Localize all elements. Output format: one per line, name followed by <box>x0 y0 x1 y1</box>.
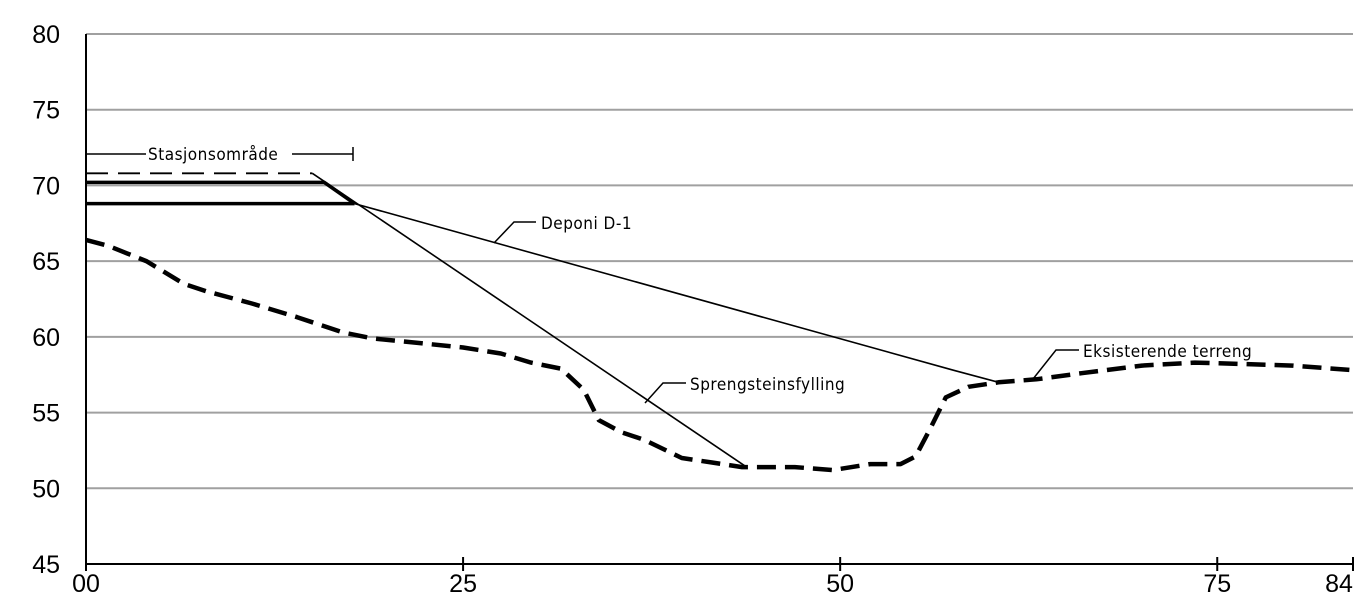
deponi-label: Deponi D-1 <box>541 214 632 234</box>
y-tick-label: 80 <box>32 21 60 49</box>
terreng-leader <box>1032 349 1079 380</box>
stasjon-label: Stasjonsområde <box>148 144 278 165</box>
spreng-label: Sprengsteinsfylling <box>690 375 845 395</box>
profile-lines <box>85 172 1354 473</box>
y-tick-label: 45 <box>32 551 60 579</box>
series-sprengstein <box>311 172 748 468</box>
x-tick-label: 75 <box>1203 570 1231 598</box>
x-tick-label: 00 <box>72 570 100 598</box>
x-tick-label: 25 <box>449 570 477 598</box>
series-existing-terrain <box>85 237 1354 473</box>
axes: 45 50 55 60 65 70 75 80 00 25 50 75 84 <box>32 21 1354 598</box>
series-deponi <box>354 202 999 384</box>
series-platform-upper <box>86 180 356 206</box>
x-tick-label: 84 <box>1325 570 1353 598</box>
grid-lines <box>86 33 1353 490</box>
deponi-leader <box>493 221 536 244</box>
annotations: Stasjonsområde Deponi D-1 Sprengsteinsfy… <box>86 144 1252 404</box>
y-tick-label: 60 <box>32 324 60 352</box>
terreng-label: Eksisterende terreng <box>1083 342 1252 362</box>
y-tick-label: 65 <box>32 248 60 276</box>
y-tick-label: 70 <box>32 172 60 200</box>
spreng-leader <box>644 382 686 404</box>
y-tick-label: 75 <box>32 97 60 125</box>
x-tick-label: 50 <box>826 570 854 598</box>
y-tick-label: 55 <box>32 400 60 428</box>
y-tick-label: 50 <box>32 475 60 503</box>
